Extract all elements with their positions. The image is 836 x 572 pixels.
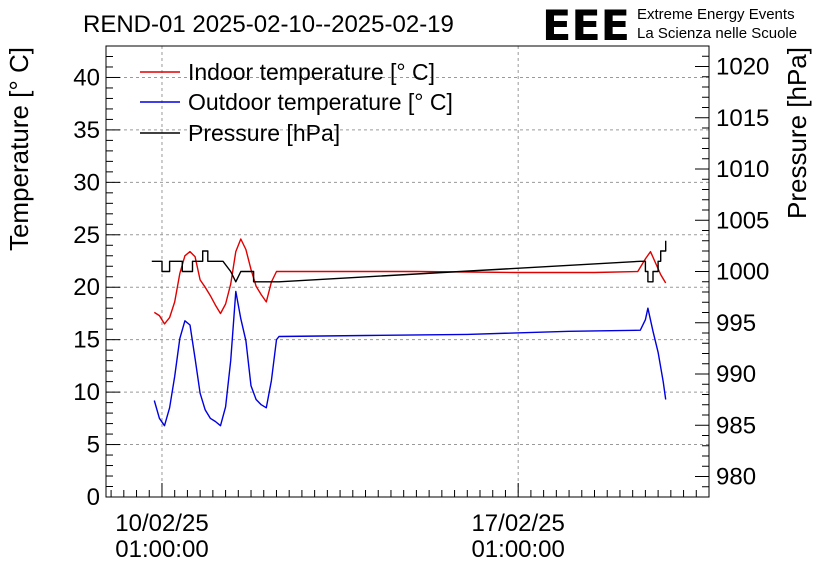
logo-mark: EEE: [542, 1, 630, 50]
legend-label: Indoor temperature [° C]: [188, 59, 435, 85]
logo: EEE Extreme Energy Events La Scienza nel…: [542, 1, 797, 50]
x-tick-label-date: 10/02/25: [115, 510, 208, 537]
left-tick-label: 0: [87, 484, 100, 511]
left-tick-label: 20: [73, 274, 100, 301]
right-axis-label: Pressure [hPa]: [782, 47, 812, 219]
left-axis: 0 5 10 15 20 25 30 35 40: [73, 45, 120, 511]
left-tick-label: 25: [73, 222, 100, 249]
right-tick-label: 1005: [716, 207, 769, 234]
right-tick-label: 1010: [716, 156, 769, 183]
right-tick-label: 1020: [716, 54, 769, 81]
chart-title: REND-01 2025-02-10--2025-02-19: [83, 11, 454, 38]
legend: Indoor temperature [° C] Outdoor temperat…: [140, 59, 453, 146]
left-tick-label: 30: [73, 169, 100, 196]
left-tick-label: 35: [73, 117, 100, 144]
right-tick-label: 995: [716, 310, 756, 337]
right-tick-label: 980: [716, 464, 756, 491]
left-tick-label: 10: [73, 379, 100, 406]
series-line-indoor: [153, 238, 667, 325]
right-tick-label: 985: [716, 412, 756, 439]
right-tick-label: 1000: [716, 259, 769, 286]
series-layer: [151, 238, 667, 427]
right-tick-label: 990: [716, 361, 756, 388]
x-tick-label-time: 01:00:00: [471, 536, 564, 563]
x-tick-label-time: 01:00:00: [115, 536, 208, 563]
left-tick-label: 40: [73, 64, 100, 91]
left-tick-label: 15: [73, 327, 100, 354]
legend-label: Pressure [hPa]: [188, 120, 340, 146]
right-tick-label: 1015: [716, 105, 769, 132]
series-line-pressure: [151, 240, 667, 283]
legend-label: Outdoor temperature [° C]: [188, 89, 453, 115]
left-tick-label: 5: [87, 432, 100, 459]
grid-layer: [106, 46, 709, 497]
logo-line-1: Extreme Energy Events: [637, 6, 795, 23]
x-tick-label-date: 17/02/25: [471, 510, 564, 537]
right-axis: 980 985 990 995 1000 1005 1010 1015 1020: [695, 45, 769, 498]
logo-line-2: La Scienza nelle Scuole: [637, 25, 797, 42]
series-line-outdoor: [153, 290, 667, 427]
left-axis-label: Temperature [° C]: [4, 47, 34, 251]
